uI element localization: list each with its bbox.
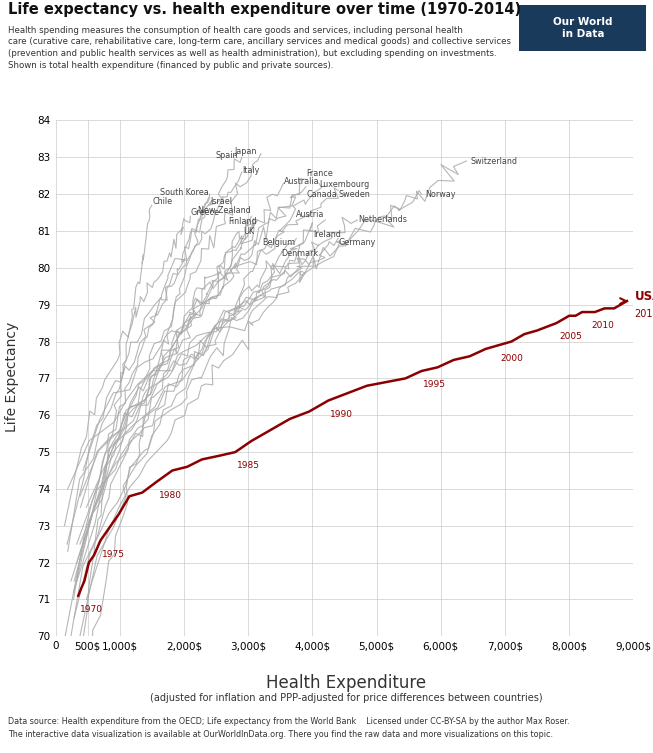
Text: Greece: Greece — [191, 208, 220, 217]
Text: South Korea: South Korea — [160, 187, 209, 197]
Text: Ireland: Ireland — [313, 230, 341, 239]
Text: Life Expectancy: Life Expectancy — [5, 322, 19, 431]
Text: The interactive data visualization is available at OurWorldInData.org. There you: The interactive data visualization is av… — [8, 730, 553, 739]
Text: Australia: Australia — [284, 177, 320, 186]
Text: 2005: 2005 — [560, 332, 582, 341]
Text: 1980: 1980 — [159, 491, 182, 500]
Text: USA: USA — [635, 290, 653, 303]
Text: Health spending measures the consumption of health care goods and services, incl: Health spending measures the consumption… — [8, 26, 511, 70]
Text: Norway: Norway — [425, 190, 456, 199]
Text: Switzerland: Switzerland — [470, 157, 517, 166]
Text: Health Expenditure: Health Expenditure — [266, 674, 426, 692]
Text: 1995: 1995 — [423, 380, 447, 389]
Text: New Zealand: New Zealand — [198, 206, 251, 215]
Text: 1975: 1975 — [103, 550, 125, 559]
Text: UK: UK — [243, 227, 254, 236]
Text: 2014: 2014 — [635, 309, 653, 319]
Text: 1970: 1970 — [80, 605, 103, 614]
Text: Chile: Chile — [152, 197, 172, 206]
Text: Japan: Japan — [235, 148, 257, 157]
Text: Our World
in Data: Our World in Data — [553, 17, 613, 39]
Text: 1985: 1985 — [237, 462, 261, 471]
Text: Austria: Austria — [296, 210, 325, 219]
Text: Denmark: Denmark — [281, 248, 318, 258]
Text: Germany: Germany — [339, 237, 376, 246]
Text: Luxembourg: Luxembourg — [319, 181, 370, 190]
Text: 2000: 2000 — [500, 355, 523, 364]
Text: Sweden: Sweden — [339, 190, 370, 199]
Text: Spain: Spain — [215, 151, 238, 160]
Text: (adjusted for inflation and PPP-adjusted for price differences between countries: (adjusted for inflation and PPP-adjusted… — [150, 693, 543, 703]
Text: Finland: Finland — [229, 218, 257, 227]
Text: Italy: Italy — [242, 166, 260, 175]
Text: France: France — [306, 169, 333, 178]
Text: Life expectancy vs. health expenditure over time (1970-2014): Life expectancy vs. health expenditure o… — [8, 2, 521, 17]
Text: 1990: 1990 — [330, 410, 353, 419]
Text: Belgium: Belgium — [263, 237, 296, 246]
Text: Israel: Israel — [210, 197, 232, 206]
Text: Canada: Canada — [306, 190, 338, 199]
Text: Data source: Health expenditure from the OECD; Life expectancy from the World Ba: Data source: Health expenditure from the… — [8, 717, 569, 726]
Text: Netherlands: Netherlands — [358, 215, 407, 224]
Text: 2010: 2010 — [592, 322, 614, 331]
